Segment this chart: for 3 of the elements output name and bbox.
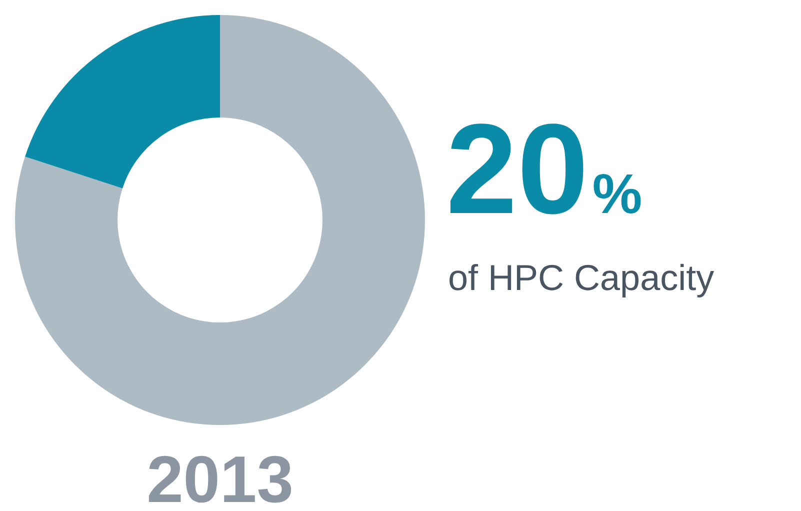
text: of HPC Capacity: [448, 257, 714, 298]
text: 2013: [146, 442, 294, 511]
text: 20%: [446, 98, 642, 241]
